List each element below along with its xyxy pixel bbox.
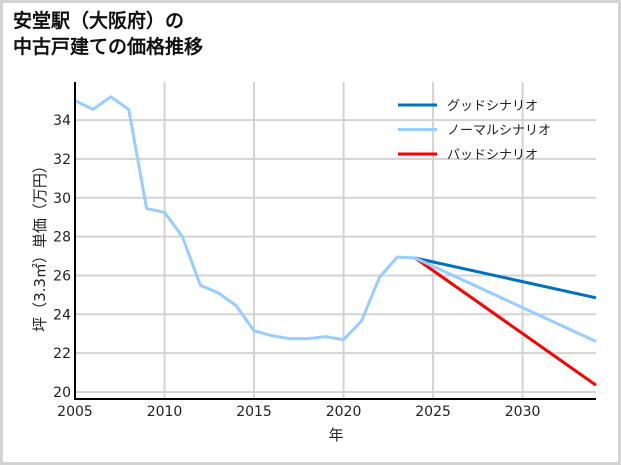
y-axis-label: 坪（3.3㎡）単価（万円） bbox=[31, 158, 49, 332]
y-tick-label: 32 bbox=[53, 152, 71, 168]
x-tick-label: 2015 bbox=[236, 404, 272, 420]
gridlines bbox=[74, 82, 596, 399]
chart-title: 安堂駅（大阪府）の 中古戸建ての価格推移 bbox=[13, 8, 203, 60]
y-tick-label: 30 bbox=[53, 191, 71, 207]
y-tick-label: 26 bbox=[53, 268, 71, 284]
tick-labels: 2005 2010 2015 2020 2025 2030 20 22 24 26 28 30 32 34 bbox=[53, 113, 540, 420]
legend-label: バッドシナリオ bbox=[447, 148, 538, 163]
series-lines bbox=[74, 95, 597, 387]
x-tick-label: 2010 bbox=[147, 404, 183, 420]
title-line-1: 安堂駅（大阪府）の bbox=[13, 10, 185, 32]
y-tick-label: 34 bbox=[53, 113, 71, 129]
y-tick-label: 22 bbox=[53, 346, 71, 362]
x-tick-label: 2005 bbox=[57, 404, 93, 420]
legend-label: グッドシナリオ bbox=[447, 99, 538, 114]
series-line bbox=[414, 256, 597, 343]
series-line bbox=[414, 256, 597, 387]
axes bbox=[74, 82, 596, 400]
legend-label: ノーマルシナリオ bbox=[447, 124, 551, 139]
y-tick-label: 28 bbox=[53, 230, 71, 246]
series-line bbox=[414, 256, 597, 300]
title-line-2: 中古戸建ての価格推移 bbox=[13, 36, 204, 58]
x-axis-label: 年 bbox=[328, 426, 343, 444]
x-tick-label: 2025 bbox=[415, 404, 451, 420]
y-tick-label: 24 bbox=[53, 307, 71, 323]
x-tick-label: 2020 bbox=[326, 404, 362, 420]
y-tick-label: 20 bbox=[53, 385, 71, 401]
series-line bbox=[74, 95, 416, 342]
x-tick-label: 2030 bbox=[505, 404, 541, 420]
